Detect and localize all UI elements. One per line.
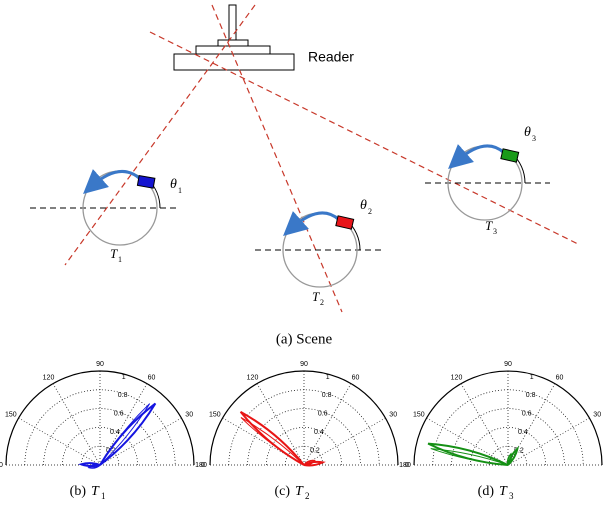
radial-tick-label: 0.2 bbox=[310, 447, 320, 454]
rotation-arrow bbox=[292, 213, 339, 228]
radial-tick-label: 1 bbox=[122, 374, 126, 381]
angle-tick-label: 120 bbox=[43, 374, 55, 381]
angle-tick-label: 150 bbox=[209, 411, 221, 418]
pattern-lobe bbox=[100, 404, 150, 465]
angle-tick-label: 180 bbox=[0, 462, 3, 469]
plots: 0.20.40.60.810306090120150180(b)T10.20.4… bbox=[0, 361, 608, 501]
angle-tick-label: 30 bbox=[389, 411, 397, 418]
angle-grid bbox=[508, 418, 589, 465]
plot-caption-var: T bbox=[91, 484, 100, 499]
tag-label-sub: 1 bbox=[118, 255, 122, 264]
tag-label: T bbox=[485, 218, 493, 233]
radial-tick-label: 1 bbox=[530, 374, 534, 381]
rotation-arrow bbox=[92, 171, 140, 186]
radial-tick-label: 1 bbox=[326, 374, 330, 381]
reader-label: Reader bbox=[308, 49, 354, 65]
angle-tick-label: 120 bbox=[247, 374, 259, 381]
angle-label: θ bbox=[360, 198, 367, 213]
angle-tick-label: 30 bbox=[185, 411, 193, 418]
tag-label: T bbox=[312, 289, 320, 304]
antenna bbox=[229, 5, 236, 41]
polar-outline bbox=[210, 371, 398, 465]
plot-caption-sub: 1 bbox=[101, 491, 106, 501]
figure: Reader T1θ1T2θ2T3θ3 (a) Scene 0.20.40.60… bbox=[0, 0, 608, 507]
tag-label-sub: 3 bbox=[493, 227, 497, 236]
radial-tick-label: 0.4 bbox=[518, 429, 528, 436]
plot-caption-var: T bbox=[499, 484, 508, 499]
angle-tick-label: 150 bbox=[5, 411, 17, 418]
radial-grid bbox=[452, 409, 565, 465]
tag bbox=[336, 216, 354, 229]
angle-tick-label: 90 bbox=[96, 361, 104, 368]
plot-caption-sub: 2 bbox=[305, 491, 310, 501]
angle-label: θ bbox=[524, 125, 531, 140]
radial-tick-label: 0.8 bbox=[118, 392, 128, 399]
radial-tick-label: 0.6 bbox=[114, 411, 124, 418]
angle-tick-label: 120 bbox=[451, 374, 463, 381]
plot-caption: (d) bbox=[478, 484, 495, 499]
angle-tick-label: 60 bbox=[556, 374, 564, 381]
reader-part bbox=[218, 40, 248, 46]
angle-label-sub: 3 bbox=[532, 134, 536, 143]
angle-grid bbox=[304, 418, 385, 465]
angle-tick-label: 30 bbox=[593, 411, 601, 418]
radial-tick-label: 0.8 bbox=[322, 392, 332, 399]
rotation-arrow bbox=[457, 146, 504, 161]
angle-grid bbox=[257, 384, 304, 465]
tag-label-sub: 2 bbox=[320, 298, 324, 307]
angle-grid bbox=[19, 418, 100, 465]
scene-caption: (a) Scene bbox=[276, 331, 333, 347]
radial-tick-label: 0.6 bbox=[522, 411, 532, 418]
angle-grid bbox=[53, 384, 100, 465]
angle-tick-label: 180 bbox=[399, 462, 411, 469]
plot-caption-sub: 3 bbox=[509, 491, 514, 501]
reader-part bbox=[196, 46, 270, 54]
angle-tick-label: 60 bbox=[148, 374, 156, 381]
tag bbox=[137, 176, 154, 189]
angle-label-sub: 1 bbox=[178, 186, 182, 195]
radial-tick-label: 0.8 bbox=[526, 392, 536, 399]
radial-tick-label: 0.4 bbox=[314, 429, 324, 436]
plot-caption-var: T bbox=[295, 484, 304, 499]
radial-tick-label: 0.6 bbox=[318, 411, 328, 418]
radial-tick-label: 0.4 bbox=[110, 429, 120, 436]
polar-outline bbox=[6, 371, 194, 465]
angle-tick-label: 60 bbox=[352, 374, 360, 381]
tag bbox=[501, 149, 519, 162]
angle-label-sub: 2 bbox=[368, 207, 372, 216]
angle-tick-label: 90 bbox=[300, 361, 308, 368]
angle-tick-label: 90 bbox=[504, 361, 512, 368]
angle-grid bbox=[461, 384, 508, 465]
angle-tick-label: 180 bbox=[195, 462, 207, 469]
angle-tick-label: 150 bbox=[413, 411, 425, 418]
pattern-lobe bbox=[241, 417, 304, 465]
tag-label: T bbox=[110, 246, 118, 261]
angle-label: θ bbox=[170, 177, 177, 192]
plot-caption: (c) bbox=[274, 484, 290, 499]
plot-caption: (b) bbox=[70, 484, 87, 499]
reader bbox=[174, 5, 294, 70]
